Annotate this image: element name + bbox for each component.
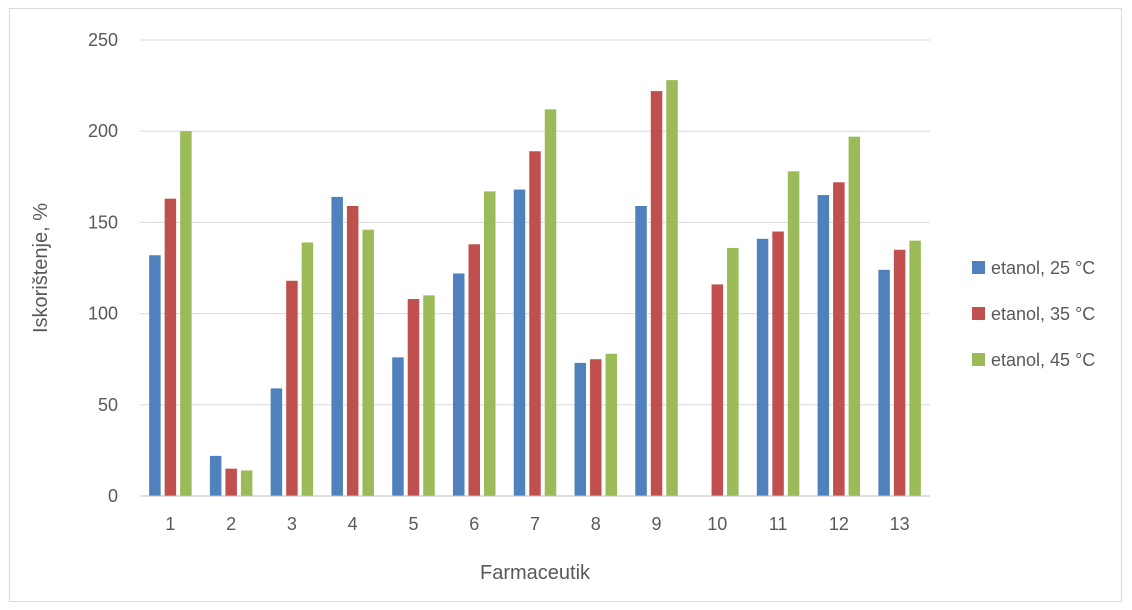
x-tick-label: 10 [707, 514, 727, 534]
bar-s1-c3 [270, 388, 283, 496]
x-tick-label: 13 [890, 514, 910, 534]
y-tick-label: 100 [88, 304, 118, 324]
x-tick-label: 9 [652, 514, 662, 534]
x-axis-title: Farmaceutik [480, 562, 591, 584]
bar-s2-c1 [164, 198, 177, 497]
legend-swatch-1 [972, 261, 985, 274]
bar-s3-c1 [180, 131, 192, 496]
bar-s3-c5 [423, 295, 435, 496]
x-tick-label: 4 [348, 514, 358, 534]
x-tick-label: 12 [829, 514, 849, 534]
legend-label-1: etanol, 25 °C [991, 258, 1095, 278]
bars [149, 80, 921, 497]
y-axis-title: Iskorištenje, % [30, 203, 52, 333]
bar-s1-c9 [635, 205, 647, 496]
bar-s3-c10 [727, 247, 739, 496]
legend: etanol, 25 °C etanol, 35 °C etanol, 45 °C [972, 258, 1095, 370]
x-tick-labels: 1 2 3 4 5 6 7 8 9 10 11 12 13 [165, 514, 909, 534]
chart-frame [9, 8, 1122, 602]
bar-s3-c3 [301, 242, 314, 496]
y-tick-label: 200 [88, 121, 118, 141]
y-tick-labels: 0 50 100 150 200 250 [88, 30, 118, 506]
bar-s2-c4 [346, 205, 359, 496]
bar-s3-c4 [362, 229, 374, 497]
x-tick-label: 11 [769, 514, 788, 534]
bar-s1-c6 [452, 273, 465, 496]
x-tick-label: 5 [408, 514, 418, 534]
y-tick-label: 0 [108, 486, 118, 506]
bar-s3-c9 [666, 80, 678, 497]
bar-s2-c9 [650, 91, 663, 497]
bar-s3-c2 [240, 470, 253, 496]
legend-label-2: etanol, 35 °C [991, 304, 1095, 324]
y-tick-label: 150 [88, 212, 118, 232]
y-tick-label: 50 [98, 395, 118, 415]
bar-s2-c6 [468, 244, 480, 496]
bar-s1-c5 [392, 357, 404, 496]
bar-s3-c12 [848, 136, 861, 496]
x-tick-label: 6 [469, 514, 479, 534]
x-tick-label: 7 [530, 514, 540, 534]
x-tick-label: 2 [226, 514, 236, 534]
bar-s1-c13 [878, 269, 890, 496]
bar-s2-c10 [711, 284, 724, 496]
bar-s3-c7 [544, 109, 557, 496]
x-tick-label: 3 [287, 514, 297, 534]
bar-s2-c3 [286, 280, 298, 496]
bar-s2-c11 [772, 231, 784, 496]
bar-s2-c7 [529, 151, 541, 496]
bar-s1-c12 [817, 195, 830, 497]
bar-s1-c8 [574, 362, 587, 496]
bar-s3-c13 [909, 240, 921, 496]
legend-swatch-2 [972, 307, 985, 320]
x-tick-label: 1 [165, 514, 175, 534]
bar-s2-c13 [893, 249, 906, 496]
bar-s3-c8 [605, 353, 618, 496]
bar-s3-c6 [483, 191, 496, 496]
bar-s3-c11 [787, 171, 800, 496]
bar-s1-c4 [331, 196, 343, 496]
bar-s2-c5 [407, 299, 420, 496]
bar-s1-c2 [209, 455, 222, 496]
x-tick-label: 8 [591, 514, 601, 534]
y-tick-label: 250 [88, 30, 118, 50]
bar-s1-c1 [149, 255, 161, 496]
bar-s2-c8 [590, 359, 602, 496]
legend-label-3: etanol, 45 °C [991, 350, 1095, 370]
bar-s1-c11 [756, 238, 769, 497]
legend-swatch-3 [972, 353, 985, 366]
bar-s2-c2 [225, 468, 237, 496]
bar-s2-c12 [833, 182, 845, 496]
bar-s1-c7 [513, 189, 526, 496]
